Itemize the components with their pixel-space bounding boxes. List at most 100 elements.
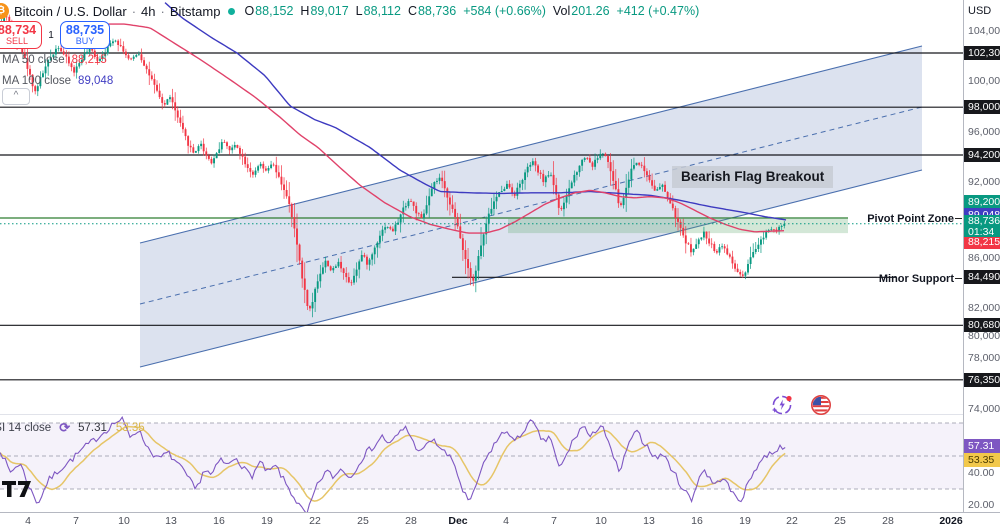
buy-price: 88,735 bbox=[65, 22, 105, 37]
bitcoin-logo-icon: ₿ bbox=[0, 3, 9, 19]
ohlc-values: O 88,152 H 89,017 L 88,112 C 88,736 +584 (+0… bbox=[244, 4, 699, 18]
close-label: C bbox=[407, 4, 417, 18]
tradingview-logo-icon[interactable] bbox=[2, 480, 34, 498]
change-value: +584 (+0.66%) bbox=[463, 4, 546, 18]
price-axis-label: 100,000 bbox=[968, 75, 1000, 87]
price-axis-label: 102,300 bbox=[964, 46, 1000, 60]
time-axis-label: 16 bbox=[691, 515, 703, 527]
high-label: H bbox=[300, 4, 310, 18]
price-axis-label: 84,490 bbox=[964, 270, 1000, 284]
candlestick-series[interactable] bbox=[0, 13, 786, 318]
price-axis-label: 53.35 bbox=[964, 453, 1000, 467]
rsi-value: 57.31 bbox=[78, 421, 107, 434]
time-axis-label: 22 bbox=[786, 515, 798, 527]
volume-change: +412 (+0.47%) bbox=[616, 4, 700, 18]
title-separator: · bbox=[131, 3, 137, 19]
time-axis-label: 28 bbox=[405, 515, 417, 527]
low-value: 88,112 bbox=[363, 4, 401, 18]
support-resistance-lines[interactable] bbox=[0, 52, 963, 381]
last-price-chip: 88,736 01:34 bbox=[964, 215, 1000, 237]
price-axis[interactable]: USD ⚙ 104,000102,300100,00098,00096,0009… bbox=[963, 0, 1000, 529]
minor-support-label[interactable]: Minor Support bbox=[878, 273, 954, 285]
bearish-flag-annotation[interactable]: Bearish Flag Breakout bbox=[672, 166, 834, 188]
time-axis-label: 13 bbox=[643, 515, 655, 527]
time-axis-label: 7 bbox=[73, 515, 79, 527]
buy-button[interactable]: 88,735 BUY bbox=[60, 21, 110, 49]
market-status-dot-icon bbox=[228, 7, 236, 15]
time-axis-label: Dec bbox=[448, 515, 468, 527]
ma100-name: MA 100 close bbox=[2, 75, 72, 87]
time-axis[interactable]: 4 7 10 13 16 19 22 25 28 Dec 4 7 10 13 16 19 22 25 28 2026 bbox=[0, 512, 1000, 529]
buy-caption: BUY bbox=[75, 35, 95, 46]
time-axis-label: 19 bbox=[739, 515, 751, 527]
price-axis-label: 104,000 bbox=[968, 25, 1000, 37]
us-flag-icon[interactable] bbox=[809, 393, 833, 417]
price-axis-label: 80,000 bbox=[968, 330, 1000, 342]
time-axis-label: 22 bbox=[309, 515, 321, 527]
price-axis-label: 78,000 bbox=[968, 352, 1000, 364]
time-axis-label: 2026 bbox=[939, 515, 963, 527]
ma100-value: 89,048 bbox=[78, 75, 114, 87]
rsi-line bbox=[0, 416, 786, 512]
chart-canvas[interactable] bbox=[0, 0, 963, 512]
price-axis-label: 94,200 bbox=[964, 148, 1000, 162]
ma100-line[interactable] bbox=[164, 2, 787, 221]
pivot-zone-label[interactable]: Pivot Point Zone bbox=[867, 213, 954, 225]
ai-spark-icon[interactable] bbox=[770, 393, 794, 417]
rsi-pane[interactable] bbox=[0, 416, 963, 512]
price-axis-label: 20.00 bbox=[968, 499, 995, 511]
rsi-indicator-icon: ⟳ bbox=[59, 419, 71, 435]
title-separator2: · bbox=[160, 3, 165, 19]
time-axis-label: 4 bbox=[25, 515, 31, 527]
sell-caption: SELL bbox=[5, 35, 29, 46]
ma50-legend[interactable]: MA 50 close 88,215 bbox=[2, 53, 107, 67]
rsi-legend[interactable]: RSI 14 close ⟳ 57.31 53.35 bbox=[0, 420, 145, 435]
ma50-value: 88,215 bbox=[71, 54, 107, 66]
exchange[interactable]: Bitstamp bbox=[169, 3, 221, 19]
rsi-name: RSI 14 close bbox=[0, 421, 52, 434]
symbol-title[interactable]: Bitcoin / U.S. Dollar bbox=[14, 3, 127, 19]
legend-row: ₿ Bitcoin / U.S. Dollar · 4h · Bitstamp … bbox=[0, 2, 699, 20]
time-axis-label: 25 bbox=[834, 515, 846, 527]
open-value: 88,152 bbox=[255, 4, 294, 18]
sell-button[interactable]: 88,734 SELL bbox=[0, 21, 42, 49]
price-axis-label: 86,000 bbox=[968, 252, 1000, 264]
axis-currency: USD bbox=[968, 5, 992, 17]
volume-label: Vol bbox=[552, 4, 571, 18]
price-axis-label: 40.00 bbox=[968, 467, 995, 479]
ma50-name: MA 50 close bbox=[2, 54, 65, 66]
legend-collapse-button[interactable]: ^ bbox=[2, 88, 30, 105]
time-axis-label: 4 bbox=[503, 515, 509, 527]
time-axis-label: 19 bbox=[261, 515, 273, 527]
price-axis-label: 92,000 bbox=[968, 176, 1000, 188]
open-label: O bbox=[244, 4, 255, 18]
time-axis-label: 25 bbox=[357, 515, 369, 527]
high-value: 89,017 bbox=[310, 4, 349, 18]
minor-support-dash bbox=[955, 278, 962, 279]
rsi-ma-value: 53.35 bbox=[115, 421, 145, 434]
price-axis-label: 82,000 bbox=[968, 302, 1000, 314]
last-price-value: 88,736 bbox=[968, 215, 1000, 227]
price-axis-label: 96,000 bbox=[968, 126, 1000, 138]
timeframe[interactable]: 4h bbox=[141, 3, 156, 19]
time-axis-label: 7 bbox=[551, 515, 557, 527]
price-axis-label: 88,215 bbox=[964, 235, 1000, 249]
close-value: 88,736 bbox=[417, 4, 457, 18]
ma100-legend[interactable]: MA 100 close 89,048 bbox=[2, 74, 113, 88]
ma50-line[interactable] bbox=[100, 23, 785, 234]
price-axis-label: 89,200 bbox=[964, 195, 1000, 209]
rsi-ma-line bbox=[0, 425, 786, 502]
price-axis-label: 80,680 bbox=[964, 318, 1000, 332]
low-label: L bbox=[355, 4, 363, 18]
price-axis-label: 74,000 bbox=[968, 403, 1000, 415]
price-axis-label: 57.31 bbox=[964, 439, 1000, 453]
price-axis-label: 98,000 bbox=[964, 100, 1000, 114]
pivot-zone-dash bbox=[955, 218, 962, 219]
time-axis-label: 10 bbox=[118, 515, 130, 527]
volume-value: 201.26 bbox=[571, 4, 610, 18]
pane-divider[interactable] bbox=[0, 414, 963, 415]
bar-countdown: 01:34 bbox=[968, 226, 995, 238]
time-axis-label: 10 bbox=[595, 515, 607, 527]
parallel-channel[interactable] bbox=[139, 45, 923, 368]
